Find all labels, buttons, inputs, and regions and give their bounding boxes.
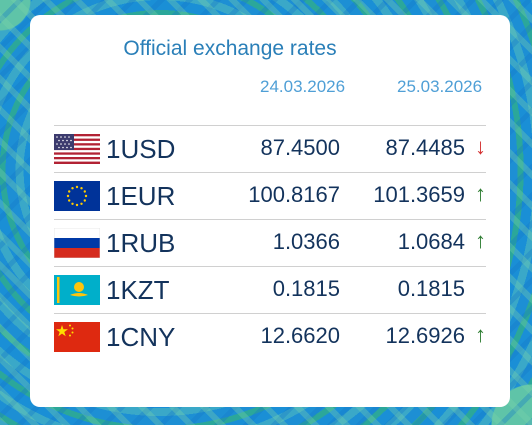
- rate-current: 101.3659: [373, 182, 465, 207]
- currency-code: 1EUR: [106, 181, 176, 211]
- rate-previous: 12.6620: [260, 323, 340, 348]
- rate-row-kzt: 1KZT 0.1815 0.1815: [54, 266, 486, 313]
- rate-current: 1.0684: [397, 229, 465, 254]
- rate-current: 87.4485: [385, 135, 465, 160]
- widget-title: Official exchange rates: [123, 37, 337, 60]
- rates-table: 1USD 87.4500 87.4485 ↓ 1EUR 100.8167: [54, 125, 486, 360]
- currency-code: 1CNY: [106, 322, 176, 352]
- rate-previous: 100.8167: [248, 182, 340, 207]
- rate-previous: 1.0366: [272, 229, 340, 254]
- rate-row-cny: 1CNY 12.6620 12.6926 ↑: [54, 313, 486, 360]
- date-current: 25.03.2026: [397, 77, 483, 96]
- eu-flag-icon: [54, 181, 100, 211]
- trend-up-icon: ↑: [475, 228, 486, 253]
- russia-flag-icon: [54, 228, 100, 258]
- rate-previous: 0.1815: [272, 276, 340, 301]
- trend-up-icon: ↑: [475, 181, 486, 206]
- currency-code: 1KZT: [106, 275, 170, 305]
- exchange-rates-card: Official exchange rates 24.03.2026 25.03…: [30, 15, 510, 407]
- date-previous: 24.03.2026: [260, 77, 346, 96]
- rate-row-eur: 1EUR 100.8167 101.3659 ↑: [54, 172, 486, 219]
- currency-code: 1USD: [106, 134, 176, 164]
- rate-current: 12.6926: [385, 323, 465, 348]
- rate-row-rub: 1RUB 1.0366 1.0684 ↑: [54, 219, 486, 266]
- china-flag-icon: [54, 322, 100, 352]
- usa-flag-icon: [54, 134, 100, 164]
- rate-current: 0.1815: [397, 276, 465, 301]
- rate-row-usd: 1USD 87.4500 87.4485 ↓: [54, 125, 486, 172]
- kazakhstan-flag-icon: [54, 275, 100, 305]
- rate-previous: 87.4500: [260, 135, 340, 160]
- trend-up-icon: ↑: [475, 322, 486, 347]
- trend-down-icon: ↓: [475, 134, 486, 159]
- currency-code: 1RUB: [106, 228, 176, 258]
